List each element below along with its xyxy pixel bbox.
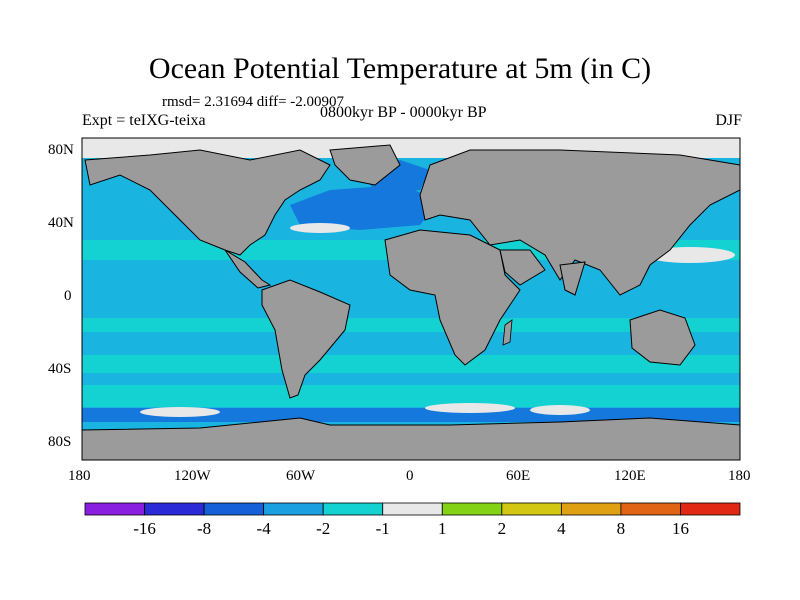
madagascar — [502, 319, 513, 346]
lon-tick-120e: 120E — [614, 468, 646, 484]
colorbar-swatch — [441, 502, 503, 516]
colorbar-label: -16 — [133, 519, 156, 538]
ice-patch-south-1 — [425, 403, 515, 413]
lon-tick-0: 0 — [406, 468, 414, 484]
colorbar-swatch — [560, 502, 622, 516]
lon-tick-180w: 180 — [68, 468, 91, 484]
colorbar — [84, 502, 741, 516]
australia — [629, 309, 696, 366]
lon-tick-120w: 120W — [174, 468, 211, 484]
colorbar-label: 2 — [497, 519, 507, 538]
south-america — [261, 279, 351, 399]
greenland — [329, 144, 401, 186]
ocean-band-south-1 — [82, 355, 740, 373]
colorbar-swatch — [620, 502, 681, 516]
eurasia — [419, 149, 740, 296]
colorbar-swatch — [501, 502, 562, 516]
india — [559, 261, 586, 296]
central-america — [224, 249, 272, 289]
colorbar-swatch — [144, 502, 205, 516]
colorbar-label: 16 — [671, 519, 689, 538]
colorbar-label: -1 — [375, 519, 390, 538]
colorbar-label: -4 — [256, 519, 271, 538]
experiment-label: Expt = teIXG-teixa — [82, 112, 206, 129]
colorbar-label: 1 — [438, 519, 447, 538]
colorbar-swatch — [382, 502, 443, 516]
colorbar-label: -8 — [196, 519, 212, 538]
africa — [384, 229, 521, 366]
lat-tick-80s: 80S — [48, 434, 72, 450]
map-frame — [81, 137, 741, 461]
north-america — [84, 149, 331, 256]
arabia — [499, 249, 546, 286]
antarctica — [82, 417, 740, 460]
lon-tick-60e: 60E — [506, 468, 531, 484]
ice-patch-south-2 — [530, 405, 590, 415]
lat-tick-40s: 40S — [48, 361, 72, 377]
lat-tick-80n: 80N — [48, 142, 74, 158]
colorbar-swatch — [203, 502, 265, 516]
lat-tick-0: 0 — [64, 288, 72, 304]
ocean-band-south-2 — [82, 385, 740, 407]
colorbar-label: -2 — [316, 519, 331, 538]
chart-title: Ocean Potential Temperature at 5m (in C) — [148, 52, 652, 85]
stats-label: rmsd= 2.31694 diff= -2.00907 — [162, 94, 345, 110]
north-atlantic-cooling — [290, 185, 440, 230]
colorbar-label: 4 — [557, 519, 566, 538]
ice-patch-south-3 — [140, 407, 220, 417]
colorbar-swatch — [680, 502, 741, 516]
lat-tick-40n: 40N — [48, 215, 74, 231]
colorbar-label: 8 — [616, 519, 626, 538]
lon-tick-180e: 180 — [728, 468, 751, 484]
colorbar-swatch — [84, 502, 145, 516]
lon-tick-60w: 60W — [286, 468, 316, 484]
ocean-band-equator — [82, 318, 740, 332]
season-label: DJF — [715, 112, 742, 129]
colorbar-swatch — [322, 502, 384, 516]
period-label: 0800kyr BP - 0000kyr BP — [320, 104, 487, 121]
ice-patch-atlantic — [290, 223, 350, 233]
map-area — [82, 138, 740, 460]
colorbar-swatch — [263, 502, 324, 516]
